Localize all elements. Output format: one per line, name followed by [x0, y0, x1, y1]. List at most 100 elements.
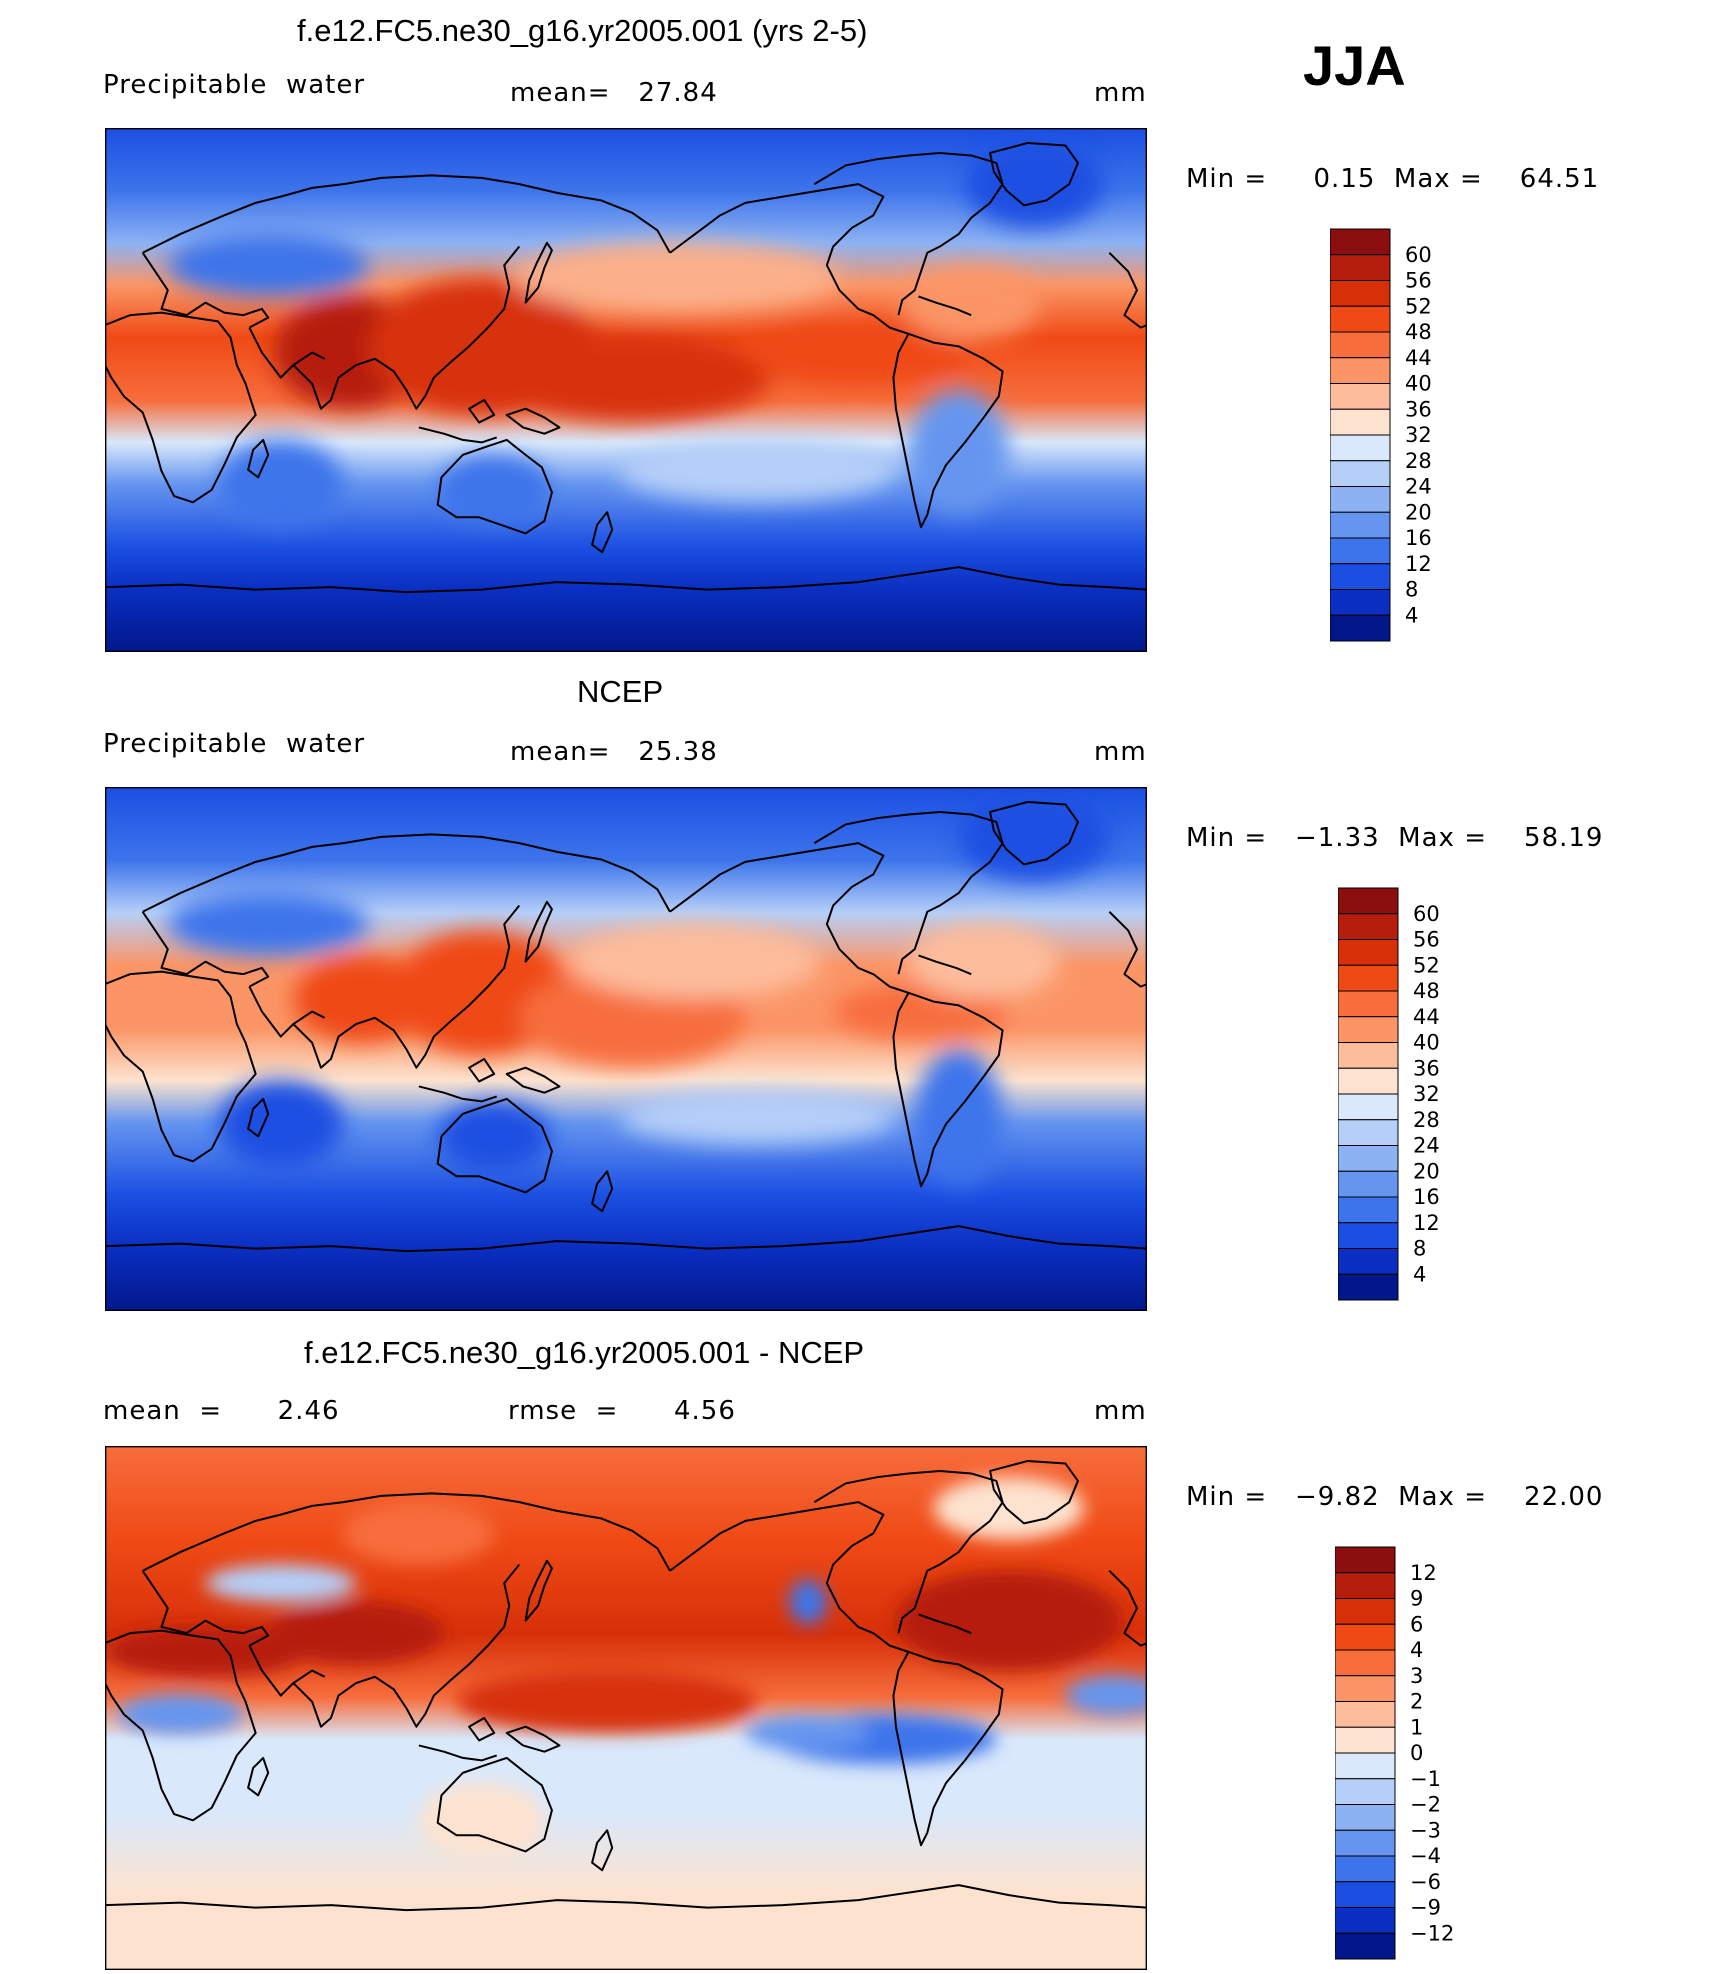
panel-1-minmax: Min = 0.15 Max = 64.51 [1186, 164, 1600, 194]
colorbar-tick-label: 44 [1405, 346, 1432, 370]
colorbar-swatch [1335, 1546, 1396, 1574]
colorbar-swatch [1330, 228, 1391, 256]
colorbar-swatch [1338, 939, 1399, 966]
panel-2-title: NCEP [577, 674, 664, 709]
colorbar-swatch [1330, 537, 1391, 565]
colorbar-tick-label: 20 [1413, 1159, 1440, 1183]
colorbar-tick-label: 1 [1410, 1715, 1423, 1739]
colorbar-tick-label: 32 [1405, 423, 1432, 447]
colorbar-tick-label: 3 [1410, 1664, 1423, 1688]
colorbar-swatch [1330, 614, 1391, 642]
colorbar-swatch [1335, 1649, 1396, 1677]
colorbar-swatch [1330, 280, 1391, 307]
colorbar-tick-label: 16 [1413, 1185, 1440, 1209]
panel-2-minmax: Min = −1.33 Max = 58.19 [1186, 823, 1604, 853]
colorbar-tick-label: 8 [1413, 1237, 1426, 1261]
panel-3-rmse: rmse = 4.56 [508, 1396, 736, 1426]
colorbar-swatch [1330, 357, 1391, 384]
colorbar-swatch [1330, 254, 1391, 281]
colorbar-tick-label: 36 [1413, 1056, 1440, 1080]
panel-1-variable-label: Precipitable water [103, 70, 366, 100]
panel-1-title: f.e12.FC5.ne30_g16.yr2005.001 (yrs 2-5) [297, 13, 868, 48]
panel-2-variable-label: Precipitable water [103, 729, 366, 759]
colorbar-tick-label: 2 [1410, 1690, 1423, 1714]
colorbar-tick-label: 52 [1413, 953, 1440, 977]
colorbar-swatch [1338, 1042, 1399, 1069]
colorbar-swatch [1335, 1829, 1396, 1857]
panel-1-mean: mean= 27.84 [510, 78, 718, 108]
colorbar-swatch [1338, 1016, 1399, 1043]
colorbar-swatch [1338, 1145, 1399, 1172]
colorbar-tick-label: −9 [1410, 1896, 1441, 1920]
colorbar-swatch [1335, 1701, 1396, 1728]
colorbar-tick-label: 16 [1405, 526, 1432, 550]
colorbar-swatch [1330, 305, 1391, 333]
colorbar-tick-label: 12 [1413, 1211, 1440, 1235]
colorbar-swatch [1338, 1119, 1399, 1146]
colorbar-tick-label: 0 [1410, 1741, 1423, 1765]
colorbar-swatch [1335, 1675, 1396, 1702]
colorbar-swatch [1330, 434, 1391, 462]
colorbar-tick-label: 8 [1405, 578, 1418, 602]
colorbar-swatch [1335, 1726, 1396, 1754]
colorbar-swatch [1330, 383, 1391, 410]
colorbar-tick-label: 44 [1413, 1005, 1440, 1029]
colorbar-swatch [1335, 1572, 1396, 1599]
colorbar-swatch [1335, 1932, 1396, 1960]
panel-2-mean: mean= 25.38 [510, 737, 718, 767]
colorbar-swatch [1335, 1752, 1396, 1780]
colorbar-swatch [1330, 589, 1391, 616]
panel-3-minmax: Min = −9.82 Max = 22.00 [1186, 1482, 1604, 1512]
panel-1-map [105, 128, 1147, 652]
colorbar-swatch [1330, 486, 1391, 513]
colorbar-tick-label: −12 [1410, 1921, 1454, 1945]
colorbar-swatch [1338, 1248, 1399, 1275]
colorbar-tick-label: 12 [1405, 552, 1432, 576]
colorbar-swatch [1338, 1170, 1399, 1198]
colorbar-tick-label: 28 [1405, 449, 1432, 473]
colorbar-tick-label: −6 [1410, 1870, 1441, 1894]
colorbar-swatch [1338, 964, 1399, 992]
panel-3-map [105, 1446, 1147, 1970]
colorbar-swatch [1338, 1273, 1399, 1301]
colorbar-tick-label: 24 [1405, 475, 1432, 499]
colorbar-tick-label: 56 [1413, 928, 1440, 952]
panel-3-mean: mean = 2.46 [103, 1396, 340, 1426]
panel-3-unit: mm [1094, 1396, 1147, 1426]
panel-2-unit: mm [1094, 737, 1147, 767]
colorbar-swatch [1335, 1598, 1396, 1625]
colorbar-swatch [1338, 913, 1399, 940]
colorbar-tick-label: 4 [1405, 603, 1418, 627]
colorbar-swatch [1338, 1093, 1399, 1121]
colorbar-swatch [1338, 990, 1399, 1018]
colorbar-tick-label: 24 [1413, 1134, 1440, 1158]
colorbar-tick-label: 20 [1405, 500, 1432, 524]
colorbar-tick-label: 9 [1410, 1587, 1423, 1611]
panel-3-title: f.e12.FC5.ne30_g16.yr2005.001 - NCEP [304, 1335, 865, 1370]
colorbar-tick-label: 4 [1410, 1638, 1423, 1662]
colorbar-tick-label: −1 [1410, 1767, 1441, 1791]
colorbar-swatch [1330, 408, 1391, 436]
season-label: JJA [1303, 34, 1406, 97]
colorbar-swatch [1330, 460, 1391, 487]
colorbar-tick-label: 60 [1405, 243, 1432, 267]
colorbar-swatch [1338, 887, 1399, 915]
colorbar-tick-label: 40 [1413, 1031, 1440, 1055]
colorbar-tick-label: 40 [1405, 372, 1432, 396]
colorbar-swatch [1335, 1623, 1396, 1651]
colorbar-swatch [1330, 511, 1391, 539]
colorbar-tick-label: 36 [1405, 397, 1432, 421]
colorbar-swatch [1335, 1907, 1396, 1934]
colorbar-tick-label: −2 [1410, 1793, 1441, 1817]
colorbar-swatch [1330, 331, 1391, 359]
colorbar-tick-label: 32 [1413, 1082, 1440, 1106]
colorbar-tick-label: 6 [1410, 1612, 1423, 1636]
panel-2-map [105, 787, 1147, 1311]
colorbar-tick-label: 48 [1405, 320, 1432, 344]
colorbar-tick-label: −3 [1410, 1818, 1441, 1842]
colorbar-tick-label: 60 [1413, 902, 1440, 926]
colorbar-swatch [1335, 1881, 1396, 1908]
